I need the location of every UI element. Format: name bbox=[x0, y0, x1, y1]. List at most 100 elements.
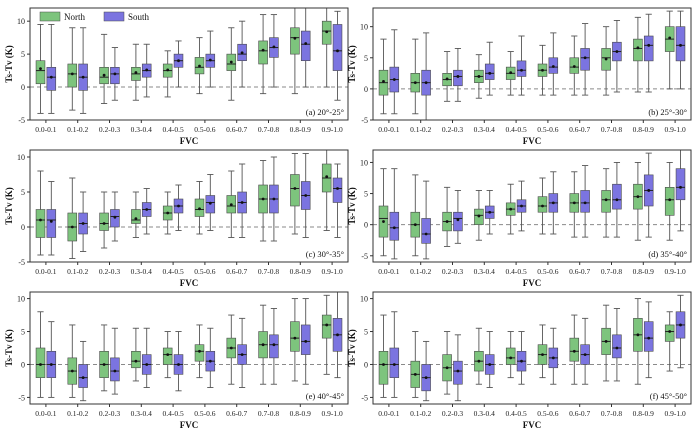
x-tick-label: 0.7-0.8 bbox=[601, 267, 622, 276]
y-axis-title: Ts-Tv (K) bbox=[347, 45, 357, 82]
x-tick-label: 0.8-0.9 bbox=[290, 267, 311, 276]
box-body bbox=[537, 196, 548, 213]
mean-marker bbox=[304, 194, 308, 197]
box-body bbox=[258, 40, 268, 65]
panel-label: (d) 35°-40° bbox=[648, 249, 687, 259]
box-body bbox=[67, 63, 78, 88]
box-south-0.1-0.2 bbox=[421, 180, 431, 260]
box-body bbox=[378, 350, 389, 385]
box-body bbox=[453, 360, 463, 385]
box-north-0.8-0.9 bbox=[290, 298, 300, 382]
mean-marker bbox=[177, 59, 180, 63]
mean-marker bbox=[102, 73, 106, 77]
mean-marker bbox=[70, 72, 74, 76]
mean-marker bbox=[134, 217, 138, 221]
box-north-0.2-0.3 bbox=[99, 324, 109, 392]
x-tick-label: 0.2-0.3 bbox=[442, 125, 463, 134]
box-body bbox=[612, 334, 622, 359]
box-south-0.1-0.2 bbox=[78, 27, 88, 114]
box-north-0.1-0.2 bbox=[67, 27, 78, 111]
mean-marker bbox=[520, 68, 523, 72]
y-tick-label: 0 bbox=[21, 360, 25, 369]
mean-marker bbox=[325, 30, 329, 34]
box-north-0.1-0.2 bbox=[67, 324, 78, 398]
box-south-0.2-0.3 bbox=[110, 191, 120, 242]
y-tick-label: 0 bbox=[364, 85, 368, 94]
box-north-0.7-0.8 bbox=[601, 26, 611, 96]
mean-marker bbox=[647, 43, 651, 47]
box-body bbox=[290, 27, 300, 55]
mean-marker bbox=[604, 340, 608, 343]
box-body bbox=[580, 48, 590, 71]
y-tick-label: 5 bbox=[364, 54, 368, 63]
y-tick-label: 10 bbox=[360, 23, 368, 32]
box-north-0.9-1.0 bbox=[664, 311, 675, 372]
x-axis-title: FVC bbox=[180, 278, 199, 288]
mean-marker bbox=[39, 67, 42, 71]
mean-marker bbox=[636, 195, 640, 199]
mean-marker bbox=[293, 36, 297, 40]
mean-marker bbox=[102, 363, 106, 366]
box-body bbox=[131, 350, 141, 369]
mean-marker bbox=[336, 49, 339, 53]
mean-marker bbox=[39, 218, 42, 222]
box-south-0.6-0.7 bbox=[580, 317, 590, 385]
box-south-0.2-0.3 bbox=[453, 334, 463, 402]
box-south-0.4-0.5 bbox=[173, 40, 184, 88]
mean-marker bbox=[39, 363, 42, 366]
legend-swatch-south bbox=[103, 11, 125, 22]
box-north-0.4-0.5 bbox=[162, 50, 173, 98]
box-body bbox=[35, 209, 46, 238]
mean-marker bbox=[551, 65, 555, 68]
x-tick-label: 0.3-0.4 bbox=[474, 409, 495, 418]
box-north-0.3-0.4 bbox=[131, 327, 141, 382]
mean-marker bbox=[424, 81, 428, 85]
mean-marker bbox=[166, 211, 170, 215]
mean-marker bbox=[572, 65, 576, 68]
x-tick-label: 0.2-0.3 bbox=[99, 267, 120, 276]
box-south-0.6-0.7 bbox=[237, 20, 247, 88]
x-tick-label: 0.6-0.7 bbox=[226, 267, 247, 276]
x-axis-title: FVC bbox=[180, 420, 199, 428]
box-south-0.1-0.2 bbox=[421, 32, 431, 121]
mean-marker bbox=[477, 359, 481, 363]
legend-swatch-north bbox=[39, 11, 61, 22]
mean-marker bbox=[382, 80, 385, 83]
box-body bbox=[269, 334, 279, 359]
panel-label: (c) 30°-35° bbox=[306, 249, 344, 259]
box-north-0.5-0.6 bbox=[537, 44, 548, 96]
x-tick-label: 0.8-0.9 bbox=[633, 409, 654, 418]
box-north-0.6-0.7 bbox=[569, 314, 580, 385]
mean-marker bbox=[456, 369, 460, 373]
mean-marker bbox=[615, 198, 619, 202]
mean-marker bbox=[208, 58, 212, 62]
y-tick-label: 10 bbox=[360, 158, 368, 167]
mean-marker bbox=[229, 346, 233, 350]
mean-marker bbox=[583, 353, 587, 356]
mean-marker bbox=[70, 369, 74, 373]
mean-marker bbox=[177, 204, 180, 208]
plot-frame bbox=[29, 149, 349, 263]
mean-marker bbox=[198, 207, 201, 211]
mean-marker bbox=[336, 187, 339, 190]
box-north-0.1-0.2 bbox=[410, 331, 421, 398]
x-tick-label: 0.5-0.6 bbox=[537, 267, 558, 276]
box-body bbox=[194, 344, 205, 362]
box-south-0.0-0.1 bbox=[46, 181, 57, 256]
mean-marker bbox=[392, 226, 396, 230]
mean-marker bbox=[49, 220, 53, 223]
box-body bbox=[389, 347, 400, 378]
mean-marker bbox=[604, 198, 608, 202]
box-south-0.7-0.8 bbox=[612, 19, 622, 93]
mean-marker bbox=[572, 201, 576, 205]
box-south-0.9-1.0 bbox=[675, 10, 686, 90]
box-body bbox=[162, 347, 173, 365]
x-tick-label: 0.7-0.8 bbox=[258, 125, 279, 134]
box-body bbox=[99, 212, 109, 231]
mean-marker bbox=[488, 363, 492, 366]
mean-marker bbox=[272, 45, 276, 49]
x-tick-label: 0.5-0.6 bbox=[537, 409, 558, 418]
x-tick-label: 0.0-0.1 bbox=[35, 409, 56, 418]
box-south-0.3-0.4 bbox=[141, 327, 152, 388]
mean-marker bbox=[520, 359, 523, 363]
